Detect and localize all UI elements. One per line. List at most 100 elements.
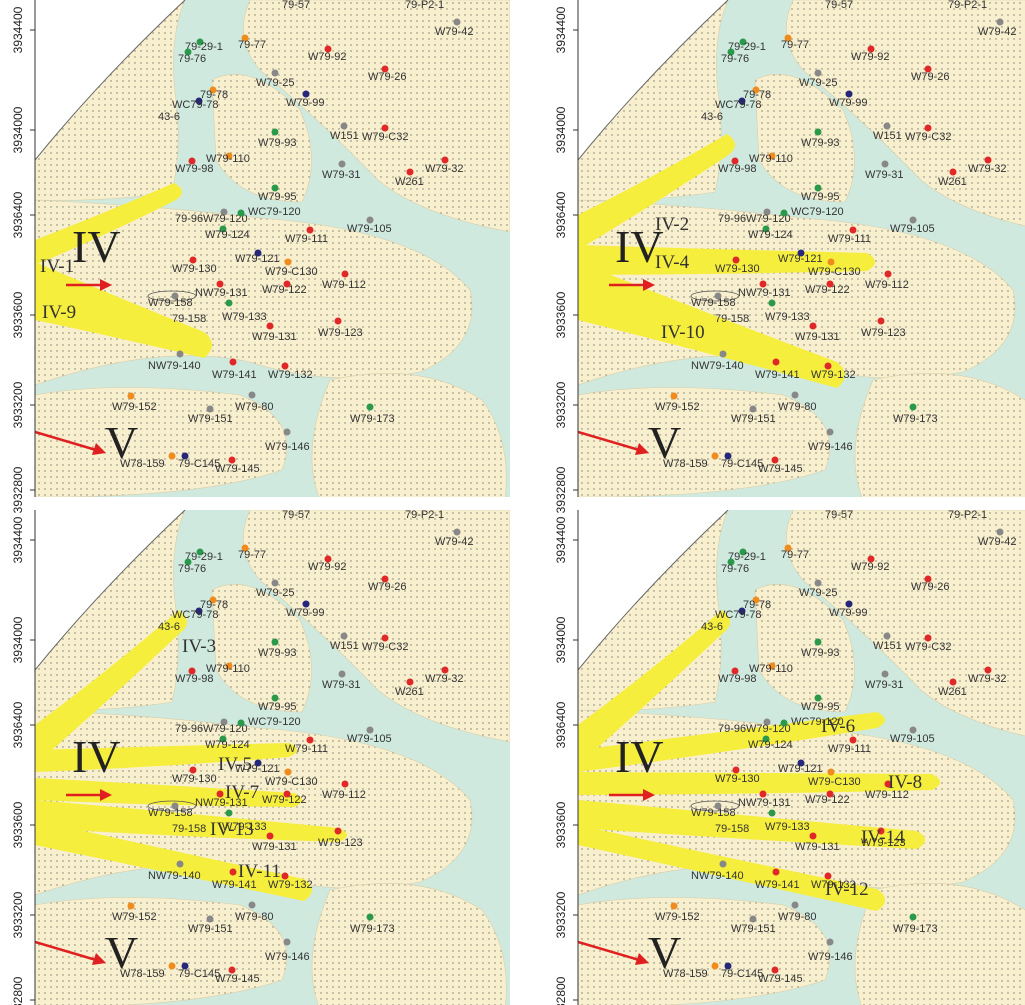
well-dot (324, 45, 332, 53)
well-dot (670, 902, 678, 910)
well-dot (752, 596, 760, 604)
well-label: W79-32 (968, 673, 1007, 685)
well-label: W79-124 (748, 229, 793, 241)
well-dot (877, 317, 885, 325)
well-dot (281, 872, 289, 880)
arrow-head (643, 789, 655, 801)
y-tick-label: 3934400 (554, 6, 568, 53)
well-label: W79-132 (268, 369, 313, 381)
zone-label: IV (615, 221, 664, 272)
well-label: WC79-120 (248, 206, 301, 218)
well-dot (814, 128, 822, 136)
well-label: W79-152 (112, 911, 157, 923)
well-label: W79-141 (755, 879, 800, 891)
well-dot (225, 152, 233, 160)
well-label: 79-29-1 (728, 551, 766, 563)
y-tick-label: 3932800 (11, 466, 25, 513)
well-dot (271, 579, 279, 587)
well-dot (306, 736, 314, 744)
well-label: W79-92 (851, 561, 890, 573)
well-label: W79-133 (222, 821, 267, 833)
well-label: W79-111 (828, 743, 871, 755)
well-dot (302, 600, 310, 608)
well-dot (168, 962, 176, 970)
well-dot (306, 226, 314, 234)
well-dot (340, 122, 348, 130)
well-dot (266, 322, 274, 330)
well-label: 79-P2-1 (405, 509, 444, 521)
well-label: W79-80 (235, 401, 274, 413)
well-label: NW79-140 (148, 360, 201, 372)
well-dot (366, 216, 374, 224)
well-dot (780, 719, 788, 727)
y-tick-label: 3933200 (554, 381, 568, 428)
well-dot (334, 317, 342, 325)
well-label: W79-152 (655, 401, 700, 413)
well-dot (826, 280, 834, 288)
well-label: W261 (395, 686, 424, 698)
well-label: 79-77 (238, 39, 266, 51)
well-dot (334, 827, 342, 835)
well-dot (752, 86, 760, 94)
well-dot (784, 34, 792, 42)
well-label: 79-76 (178, 53, 206, 65)
well-label: 43-6 (158, 621, 180, 633)
well-dot (909, 216, 917, 224)
well-dot (216, 790, 224, 798)
well-dot (826, 938, 834, 946)
well-dot (271, 184, 279, 192)
well-dot (768, 152, 776, 160)
fan-label: IV-8 (888, 772, 922, 793)
well-label: 79-P2-1 (405, 0, 444, 11)
well-label: 79-P2-1 (948, 509, 987, 521)
well-dot (780, 209, 788, 217)
well-dot (127, 902, 135, 910)
well-dot (225, 662, 233, 670)
well-label: W79-132 (268, 879, 313, 891)
well-dot (283, 790, 291, 798)
well-dot (228, 966, 236, 974)
well-label: W79-C130 (808, 266, 861, 278)
well-label: W79-105 (890, 223, 935, 235)
boundary (578, 510, 729, 671)
well-dot (771, 456, 779, 464)
arrow-head (92, 443, 106, 455)
well-dot (762, 225, 770, 233)
well-label: WC79-78 (172, 99, 218, 111)
map-area: W79-42 79-29-179-76 79-77 W79-92 W79-26 W79-2… (35, 0, 510, 497)
y-tick-label: 3934400 (11, 516, 25, 563)
well-label: W79-124 (205, 739, 250, 751)
y-tick-label: 3934400 (554, 516, 568, 563)
fan-body (578, 825, 885, 911)
well-label: 43-6 (158, 111, 180, 123)
y-tick-label: 3933600 (11, 291, 25, 338)
fan-label: IV-10 (661, 322, 705, 343)
well-label: W79-C32 (905, 641, 951, 653)
map-area: W79-42 79-29-179-76 79-77 W79-92 W79-26 W79-2… (578, 0, 1025, 497)
well-dot (127, 392, 135, 400)
arrow (578, 430, 640, 452)
well-label: W79-111 (285, 233, 328, 245)
well-label: W79-132 (811, 369, 856, 381)
well-label: WC79-78 (172, 609, 218, 621)
fan-label: IV-4 (655, 252, 690, 273)
well-dot (772, 358, 780, 366)
zone-label: V (648, 417, 681, 468)
well-dot (225, 299, 233, 307)
well-label: 79-96 (718, 213, 746, 225)
map-panel: W79-42 79-29-179-76 79-77 W79-92 W79-26 W79-2… (554, 0, 1025, 513)
well-dot (749, 405, 757, 413)
well-label: WC79-78 (715, 609, 761, 621)
outer-zone (578, 510, 728, 670)
well-dot (884, 780, 892, 788)
well-label: 79-C145 (178, 458, 220, 470)
well-label: W79-158 (691, 297, 736, 309)
well-dot (768, 299, 776, 307)
well-label: W79-122 (262, 284, 307, 296)
well-label: W79-C130 (265, 776, 318, 788)
well-label: W79-C32 (362, 641, 408, 653)
well-label: W79-133 (765, 311, 810, 323)
well-label: W79-32 (968, 163, 1007, 175)
well-label: W79-152 (655, 911, 700, 923)
well-dot (441, 666, 449, 674)
